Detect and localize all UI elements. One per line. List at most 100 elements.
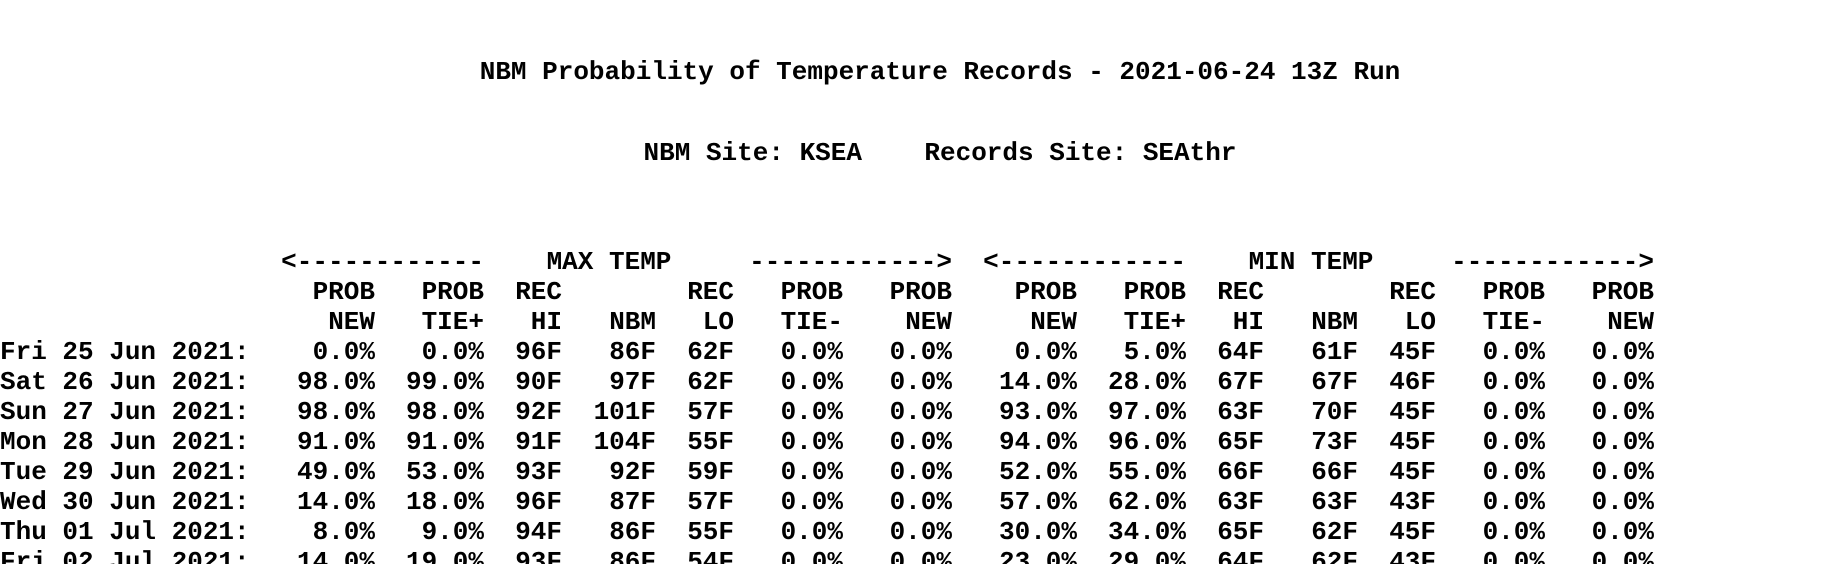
col-header-min-prob-tie-plus: TIE+ — [1123, 307, 1186, 337]
max-prob-new-2-value: 0.0% — [889, 457, 952, 487]
max-rec-lo-value: 55F — [687, 427, 734, 457]
max-rec-lo-value: 62F — [687, 337, 734, 367]
col-header-max-prob-tie-minus: TIE- — [780, 307, 843, 337]
max-arrow-right: ------------> — [749, 247, 952, 277]
max-nbm-value: 87F — [609, 487, 656, 517]
max-rec-lo-value: 62F — [687, 367, 734, 397]
min-rec-lo-value: 46F — [1389, 367, 1436, 397]
min-rec-lo-value: 43F — [1389, 487, 1436, 517]
min-prob-tie-plus-value: 55.0% — [1107, 457, 1186, 487]
min-nbm-value: 67F — [1311, 367, 1358, 397]
min-prob-tie-plus-value: 28.0% — [1107, 367, 1186, 397]
max-prob-tie-plus-value: 98.0% — [405, 397, 484, 427]
max-nbm-value: 101F — [593, 397, 656, 427]
section-arrow-row: <------------ MAX TEMP ------------> <--… — [0, 247, 1654, 277]
max-nbm-value: 86F — [609, 517, 656, 547]
min-prob-new-value: 93.0% — [998, 397, 1077, 427]
col-header-min-prob-new: NEW — [1030, 307, 1077, 337]
max-rec-hi-value: 90F — [515, 367, 562, 397]
max-temp-section-label: MAX TEMP — [546, 247, 672, 277]
table-row: Sat 26 Jun 2021: 98.0% 99.0% 90F 97F 62F 0.0% 0… — [0, 367, 1654, 397]
min-prob-tie-minus-value: 0.0% — [1482, 487, 1545, 517]
max-prob-new-2-value: 0.0% — [889, 517, 952, 547]
min-rec-hi-value: 64F — [1217, 337, 1264, 367]
max-rec-hi-value: 93F — [515, 547, 562, 564]
max-prob-tie-minus-value: 0.0% — [780, 337, 843, 367]
max-prob-tie-minus-value: 0.0% — [780, 547, 843, 564]
max-prob-new-value: 98.0% — [296, 367, 375, 397]
max-prob-tie-plus-value: 19.0% — [405, 547, 484, 564]
max-rec-lo-value: 57F — [687, 397, 734, 427]
min-prob-tie-minus-value: 0.0% — [1482, 367, 1545, 397]
min-rec-lo-value: 45F — [1389, 517, 1436, 547]
max-prob-tie-plus-value: 99.0% — [405, 367, 484, 397]
col-header-min-prob-new-2-top: PROB — [1591, 277, 1654, 307]
row-date: Wed 30 Jun 2021: — [0, 487, 250, 517]
max-rec-hi-value: 96F — [515, 487, 562, 517]
min-prob-new-value: 57.0% — [998, 487, 1077, 517]
min-prob-tie-minus-value: 0.0% — [1482, 427, 1545, 457]
column-header-row-bottom: NEW TIE+ HI NBM LO TIE- NEW NEW TIE+ HI NBM LO TIE- N… — [0, 307, 1654, 337]
max-prob-tie-plus-value: 0.0% — [421, 337, 484, 367]
arrow-row-spacer — [0, 247, 250, 277]
max-prob-tie-minus-value: 0.0% — [780, 457, 843, 487]
min-prob-tie-plus-value: 62.0% — [1107, 487, 1186, 517]
row-date: Fri 02 Jul 2021: — [0, 547, 250, 564]
row-date: Fri 25 Jun 2021: — [0, 337, 250, 367]
min-rec-lo-value: 45F — [1389, 427, 1436, 457]
max-nbm-value: 104F — [593, 427, 656, 457]
col-header-min-nbm: NBM — [1311, 307, 1358, 337]
max-prob-tie-plus-value: 18.0% — [405, 487, 484, 517]
min-prob-new-value: 52.0% — [998, 457, 1077, 487]
max-prob-new-2-value: 0.0% — [889, 367, 952, 397]
max-rec-hi-value: 92F — [515, 397, 562, 427]
min-prob-tie-plus-value: 5.0% — [1123, 337, 1186, 367]
min-prob-new-2-value: 0.0% — [1591, 517, 1654, 547]
max-prob-new-value: 14.0% — [296, 547, 375, 564]
col-header-max-prob-tie-minus-top: PROB — [780, 277, 843, 307]
row-date: Sun 27 Jun 2021: — [0, 397, 250, 427]
row-date: Thu 01 Jul 2021: — [0, 517, 250, 547]
product-title: NBM Probability of Temperature Records -… — [479, 57, 1401, 87]
max-prob-new-value: 14.0% — [296, 487, 375, 517]
min-prob-new-2-value: 0.0% — [1591, 337, 1654, 367]
min-rec-lo-value: 45F — [1389, 397, 1436, 427]
table-row: Mon 28 Jun 2021: 91.0% 91.0% 91F 104F 55F 0.0%… — [0, 427, 1654, 457]
max-rec-hi-value: 94F — [515, 517, 562, 547]
min-rec-lo-value: 45F — [1389, 337, 1436, 367]
max-prob-new-2-value: 0.0% — [889, 337, 952, 367]
col-header-max-prob-new: NEW — [328, 307, 375, 337]
max-nbm-value: 92F — [609, 457, 656, 487]
table-row: Fri 25 Jun 2021: 0.0% 0.0% 96F 86F 62F 0.0% 0.0… — [0, 337, 1654, 367]
col-header-min-prob-new-top: PROB — [1014, 277, 1077, 307]
col-header-max-nbm: NBM — [609, 307, 656, 337]
col-header-max-prob-new-2: NEW — [905, 307, 952, 337]
col-header-max-rec-hi: HI — [530, 307, 562, 337]
max-rec-lo-value: 55F — [687, 517, 734, 547]
min-prob-new-value: 23.0% — [998, 547, 1077, 564]
min-prob-tie-minus-value: 0.0% — [1482, 547, 1545, 564]
min-nbm-value: 61F — [1311, 337, 1358, 367]
max-prob-new-2-value: 0.0% — [889, 487, 952, 517]
row-date: Sat 26 Jun 2021: — [0, 367, 250, 397]
min-prob-tie-minus-value: 0.0% — [1482, 517, 1545, 547]
max-nbm-value: 86F — [609, 547, 656, 564]
col-header-min-prob-tie-minus: TIE- — [1482, 307, 1545, 337]
title-block: NBM Probability of Temperature Records -… — [0, 5, 1830, 221]
max-rec-hi-value: 96F — [515, 337, 562, 367]
col-header-max-prob-new-2-top: PROB — [889, 277, 952, 307]
max-prob-new-value: 91.0% — [296, 427, 375, 457]
site-line: NBM Site: KSEA Records Site: SEAthr — [643, 138, 1237, 168]
max-prob-new-2-value: 0.0% — [889, 547, 952, 564]
min-prob-new-value: 0.0% — [1014, 337, 1077, 367]
min-nbm-value: 62F — [1311, 547, 1358, 564]
min-rec-lo-value: 43F — [1389, 547, 1436, 564]
col-header-max-prob-tie-plus-top: PROB — [421, 277, 484, 307]
table-row: Fri 02 Jul 2021: 14.0% 19.0% 93F 86F 54F 0.0% 0… — [0, 547, 1654, 564]
max-prob-tie-plus-value: 9.0% — [421, 517, 484, 547]
min-rec-hi-value: 67F — [1217, 367, 1264, 397]
min-prob-new-value: 94.0% — [998, 427, 1077, 457]
min-nbm-value: 70F — [1311, 397, 1358, 427]
min-prob-tie-minus-value: 0.0% — [1482, 457, 1545, 487]
col-header-min-rec-hi-top: REC — [1217, 277, 1264, 307]
